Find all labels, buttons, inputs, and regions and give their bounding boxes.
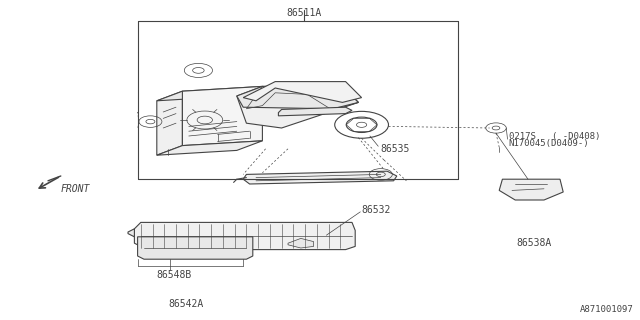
Polygon shape (499, 179, 563, 200)
Polygon shape (128, 229, 134, 237)
Text: 0217S   ( -D0408): 0217S ( -D0408) (509, 132, 600, 140)
Text: 86535: 86535 (381, 144, 410, 154)
Polygon shape (243, 82, 362, 102)
Polygon shape (157, 86, 262, 101)
Polygon shape (237, 86, 358, 128)
Polygon shape (134, 222, 355, 250)
Polygon shape (157, 141, 262, 155)
Polygon shape (243, 171, 397, 184)
Polygon shape (182, 86, 262, 146)
Text: 86538A: 86538A (516, 238, 552, 248)
Polygon shape (138, 237, 253, 259)
Text: 86548B: 86548B (157, 270, 192, 280)
Text: N170045(D0409-): N170045(D0409-) (509, 139, 589, 148)
Polygon shape (237, 86, 358, 109)
Text: FRONT: FRONT (61, 184, 90, 194)
Polygon shape (278, 107, 352, 116)
Text: A871001097: A871001097 (580, 305, 634, 314)
Text: 86532: 86532 (362, 204, 391, 215)
Text: 86511A: 86511A (286, 8, 322, 18)
Polygon shape (288, 238, 314, 248)
Polygon shape (157, 91, 182, 155)
Text: 86542A: 86542A (168, 299, 204, 309)
